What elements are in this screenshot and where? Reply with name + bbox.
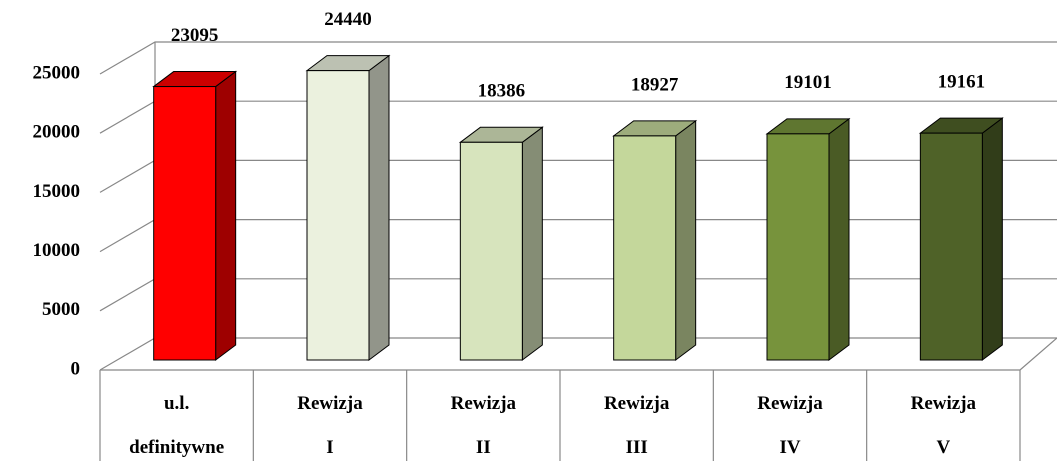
y-tick-label: 25000 (33, 62, 81, 83)
grid-line (99, 159, 1057, 193)
bar (458, 126, 544, 361)
value-label: 19161 (938, 71, 986, 92)
value-label: 24440 (324, 9, 372, 30)
value-label: 18386 (478, 81, 526, 102)
x-tick-label: Rewizja II (451, 393, 517, 458)
bar (765, 117, 851, 361)
bar (918, 117, 1004, 361)
y-tick-label: 20000 (33, 122, 81, 143)
grid-line (99, 219, 1057, 253)
bar-side (368, 54, 390, 361)
grid-line (99, 278, 1057, 312)
bar-side (521, 126, 543, 361)
y-tick-label: 10000 (33, 240, 81, 261)
value-label: 23095 (171, 25, 219, 46)
grid-line (99, 41, 1057, 75)
y-tick-label: 0 (71, 358, 81, 379)
bar-front (766, 133, 830, 361)
x-tick-label: u.l. definitywne (129, 393, 224, 458)
grid-line (99, 100, 1057, 134)
bar-front (306, 70, 370, 361)
x-tick-label: Rewizja III (604, 393, 670, 458)
x-tick-label: Rewizja V (911, 393, 977, 458)
bar (152, 70, 238, 361)
bar-front (153, 86, 217, 361)
y-tick-label: 15000 (33, 181, 81, 202)
bar-side (828, 117, 850, 361)
x-tick-label: Rewizja IV (757, 393, 823, 458)
bar-front (613, 135, 677, 361)
bar-side (215, 70, 237, 361)
y-tick-label: 5000 (42, 299, 80, 320)
bar (612, 119, 698, 361)
grid-line (99, 337, 1057, 371)
value-label: 18927 (631, 74, 679, 95)
bar-front (919, 132, 983, 361)
value-label: 19101 (784, 72, 832, 93)
bar-front (459, 141, 523, 361)
bar (305, 54, 391, 361)
bar-side (981, 117, 1003, 361)
bar-side (675, 119, 697, 361)
x-tick-label: Rewizja I (297, 393, 363, 458)
floor-edge (100, 337, 1057, 371)
